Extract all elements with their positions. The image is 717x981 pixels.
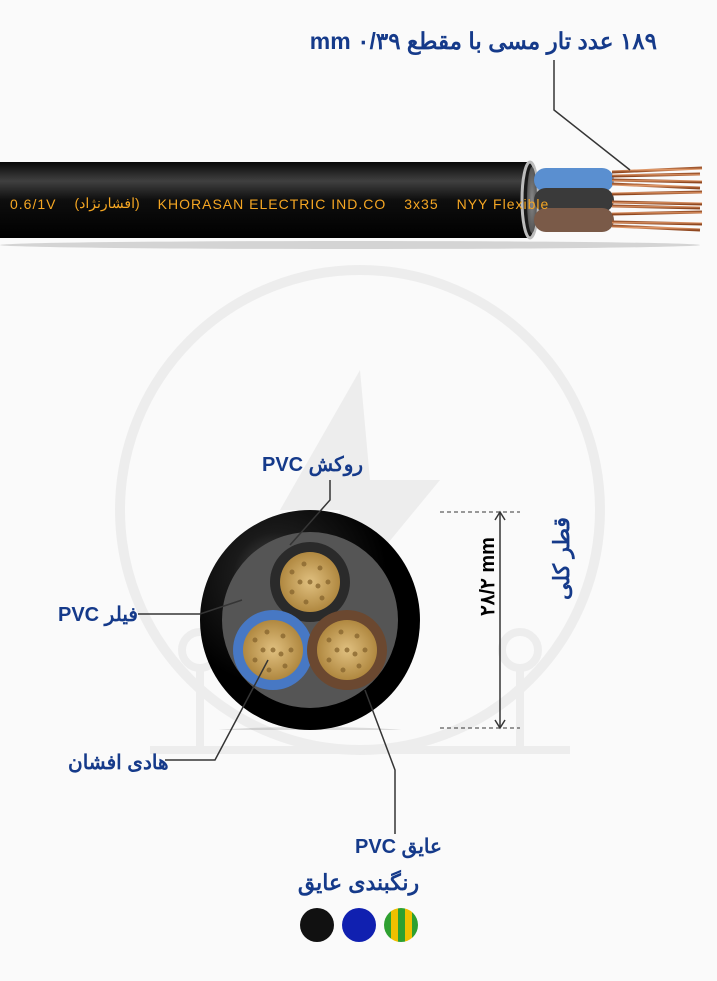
color-dots xyxy=(0,908,717,942)
color-legend-title: رنگبندی عایق xyxy=(0,870,717,896)
dot-blue xyxy=(342,908,376,942)
ann-filler: فیلر PVC xyxy=(58,602,138,627)
cable-print-text: 0.6/1V (افشارنژاد) KHORASAN ELECTRIC IND… xyxy=(10,195,549,212)
print-spec: 3x35 xyxy=(404,196,438,212)
diameter-value: ۲۸/۲ mm xyxy=(475,537,500,616)
diameter-label: قطر کلی xyxy=(549,517,575,600)
strand-count-label: ۱۸۹ عدد تار مسی با مقطع ۰/۳۹ mm xyxy=(310,28,657,55)
color-legend: رنگبندی عایق xyxy=(0,870,717,942)
cable-cross-section xyxy=(200,510,420,730)
print-type: NYY Flexible xyxy=(457,196,550,212)
ann-insulation: عایق PVC xyxy=(355,834,442,859)
ann-conductor: هادی افشان xyxy=(68,750,169,775)
ann-sheath: روکش PVC xyxy=(262,452,363,477)
dot-black xyxy=(300,908,334,942)
print-company-en: KHORASAN ELECTRIC IND.CO xyxy=(158,196,387,212)
print-company-fa: (افشارنژاد) xyxy=(74,195,139,212)
print-voltage: 0.6/1V xyxy=(10,196,56,212)
dot-green-yellow xyxy=(384,908,418,942)
